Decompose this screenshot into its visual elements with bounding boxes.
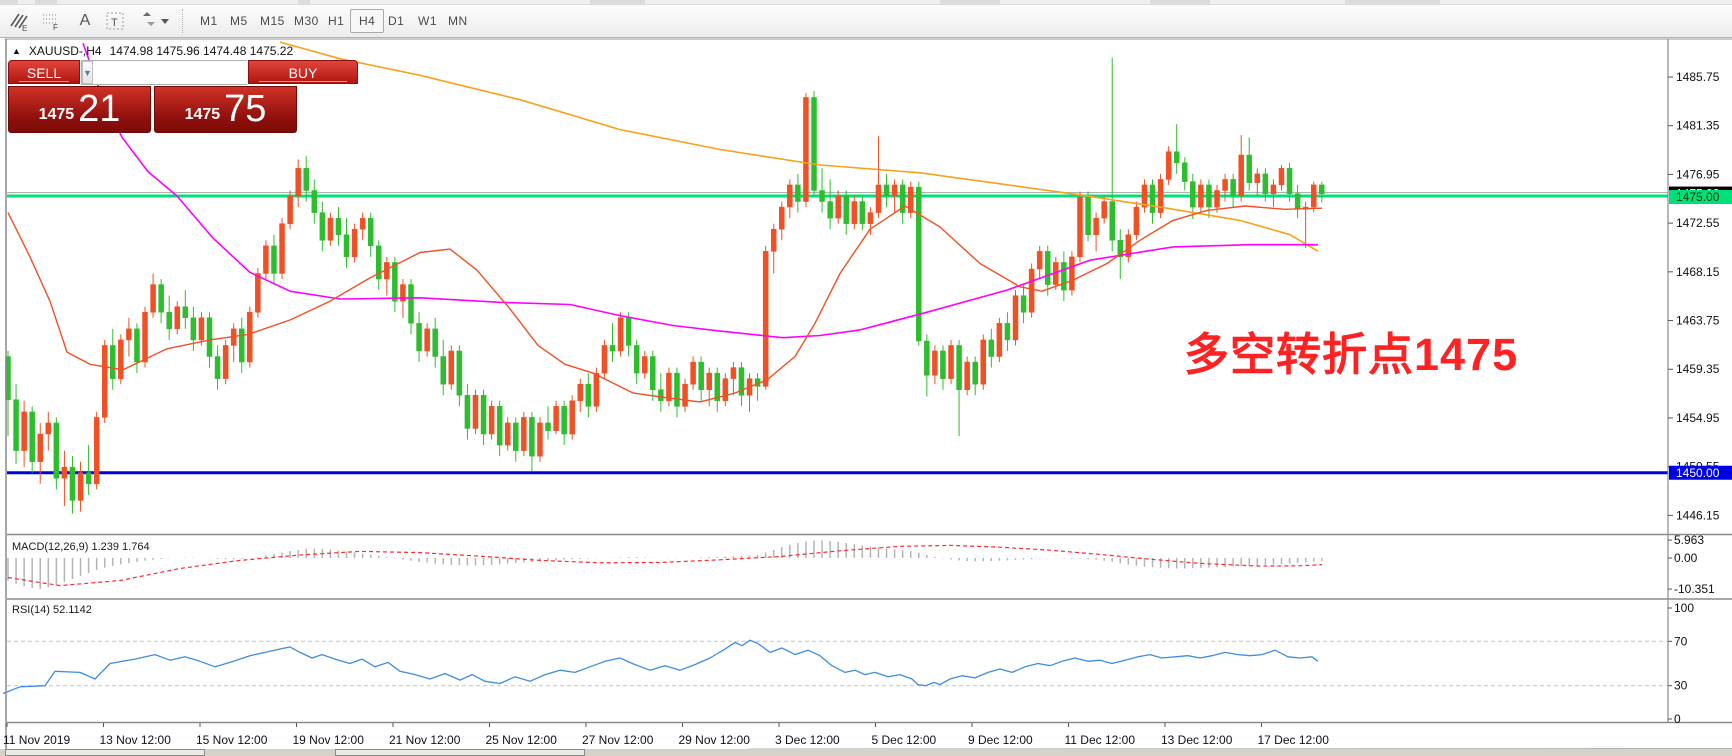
rsi-label: RSI(14) 52.1142 xyxy=(12,604,92,616)
svg-text:T: T xyxy=(111,17,118,29)
svg-text:29 Nov 12:00: 29 Nov 12:00 xyxy=(679,733,751,747)
cutoff-icon xyxy=(0,0,18,4)
annotation-text: 多空转折点1475 xyxy=(1184,329,1519,380)
cutoff-icon xyxy=(940,0,1000,4)
timeframe-h4[interactable]: H4 xyxy=(350,9,385,33)
svg-text:100: 100 xyxy=(1674,601,1694,615)
svg-text:27 Nov 12:00: 27 Nov 12:00 xyxy=(582,733,654,747)
svg-text:25 Nov 12:00: 25 Nov 12:00 xyxy=(486,733,558,747)
toolbar: E F A T M1 M5 M15 M30 H1 H4 D1 W1 MN xyxy=(0,5,1732,38)
timeframe-w1[interactable]: W1 xyxy=(418,14,437,28)
svg-text:1450.00: 1450.00 xyxy=(1676,466,1720,480)
ask-price-small: 1475 xyxy=(184,105,221,123)
cutoff-icon xyxy=(298,0,310,4)
bottom-window-strip xyxy=(0,749,1732,756)
volume-down-button[interactable]: ▼ xyxy=(82,61,93,84)
volume-box: ▼ ▲ xyxy=(81,60,319,85)
svg-text:E: E xyxy=(22,24,27,32)
svg-text:15 Nov 12:00: 15 Nov 12:00 xyxy=(196,733,268,747)
svg-text:13 Dec 12:00: 13 Dec 12:00 xyxy=(1161,733,1233,747)
svg-text:5 Dec 12:00: 5 Dec 12:00 xyxy=(872,733,937,747)
bid-price-small: 1475 xyxy=(38,105,75,123)
one-click-trade-panel: SELL ▼ ▲ BUY 1475 21 1475 75 xyxy=(8,60,358,134)
cutoff-icon xyxy=(35,0,57,4)
cutoff-icon xyxy=(1345,0,1440,4)
bid-price-big: 21 xyxy=(78,88,121,130)
svg-text:70: 70 xyxy=(1674,634,1688,648)
svg-text:5.963: 5.963 xyxy=(1674,533,1704,547)
timeframe-m5[interactable]: M5 xyxy=(230,14,248,28)
ask-price-big: 75 xyxy=(224,88,267,130)
cutoff-icon xyxy=(1150,0,1210,4)
svg-text:1481.35: 1481.35 xyxy=(1676,119,1720,133)
svg-text:30: 30 xyxy=(1674,679,1688,693)
svg-text:1468.15: 1468.15 xyxy=(1676,265,1720,279)
cutoff-icon xyxy=(590,0,645,4)
svg-text:F: F xyxy=(53,23,58,32)
svg-text:19 Nov 12:00: 19 Nov 12:00 xyxy=(293,733,365,747)
symbol-name: XAUUSD-,H4 xyxy=(28,44,102,58)
svg-text:1472.55: 1472.55 xyxy=(1676,216,1720,230)
symbol-ohlc: 1474.98 1475.96 1474.48 1475.22 xyxy=(109,44,294,58)
text-icon[interactable]: A xyxy=(79,12,91,29)
svg-text:17 Dec 12:00: 17 Dec 12:00 xyxy=(1258,733,1330,747)
bottom-strip-box xyxy=(335,749,585,756)
svg-text:1475.00: 1475.00 xyxy=(1676,190,1720,204)
timeframe-m1[interactable]: M1 xyxy=(200,14,218,28)
bottom-strip-box xyxy=(5,749,205,756)
toolbar-separator xyxy=(182,9,183,33)
svg-text:1476.95: 1476.95 xyxy=(1676,167,1720,181)
svg-text:1459.35: 1459.35 xyxy=(1676,362,1720,376)
svg-text:11 Nov 2019: 11 Nov 2019 xyxy=(3,733,70,747)
bid-price-panel[interactable]: 1475 21 xyxy=(8,86,151,133)
macd-label: MACD(12,26,9) 1.239 1.764 xyxy=(12,541,150,553)
grid-icon[interactable]: F xyxy=(38,8,64,34)
svg-text:-10.351: -10.351 xyxy=(1674,582,1715,596)
label-icon[interactable]: T xyxy=(102,8,128,34)
chart-header: ▲ XAUUSD-,H4 1474.98 1475.96 1474.48 147… xyxy=(12,44,293,58)
timeframe-d1[interactable]: D1 xyxy=(388,14,405,28)
timeframe-h1[interactable]: H1 xyxy=(328,14,345,28)
svg-text:9 Dec 12:00: 9 Dec 12:00 xyxy=(968,733,1033,747)
arrows-icon[interactable] xyxy=(136,8,172,34)
svg-text:0: 0 xyxy=(1674,712,1681,726)
ask-price-panel[interactable]: 1475 75 xyxy=(154,86,297,133)
svg-text:3 Dec 12:00: 3 Dec 12:00 xyxy=(775,733,840,747)
timeframe-m30[interactable]: M30 xyxy=(294,14,319,28)
svg-text:0.00: 0.00 xyxy=(1674,551,1698,565)
svg-text:1454.95: 1454.95 xyxy=(1676,411,1720,425)
collapse-icon[interactable]: ▲ xyxy=(12,46,21,56)
indicators-icon[interactable]: E xyxy=(6,8,32,34)
svg-text:11 Dec 12:00: 11 Dec 12:00 xyxy=(1065,733,1136,747)
timeframe-mn[interactable]: MN xyxy=(448,14,468,28)
svg-text:21 Nov 12:00: 21 Nov 12:00 xyxy=(389,733,461,747)
svg-text:1463.75: 1463.75 xyxy=(1676,314,1720,328)
svg-text:1485.75: 1485.75 xyxy=(1676,70,1720,84)
svg-text:1446.15: 1446.15 xyxy=(1676,508,1720,522)
svg-text:13 Nov 12:00: 13 Nov 12:00 xyxy=(100,733,172,747)
buy-button[interactable]: BUY xyxy=(248,60,358,84)
timeframe-m15[interactable]: M15 xyxy=(260,14,285,28)
cutoff-toolbar-strip xyxy=(0,0,1732,5)
sell-button[interactable]: SELL xyxy=(8,60,80,84)
